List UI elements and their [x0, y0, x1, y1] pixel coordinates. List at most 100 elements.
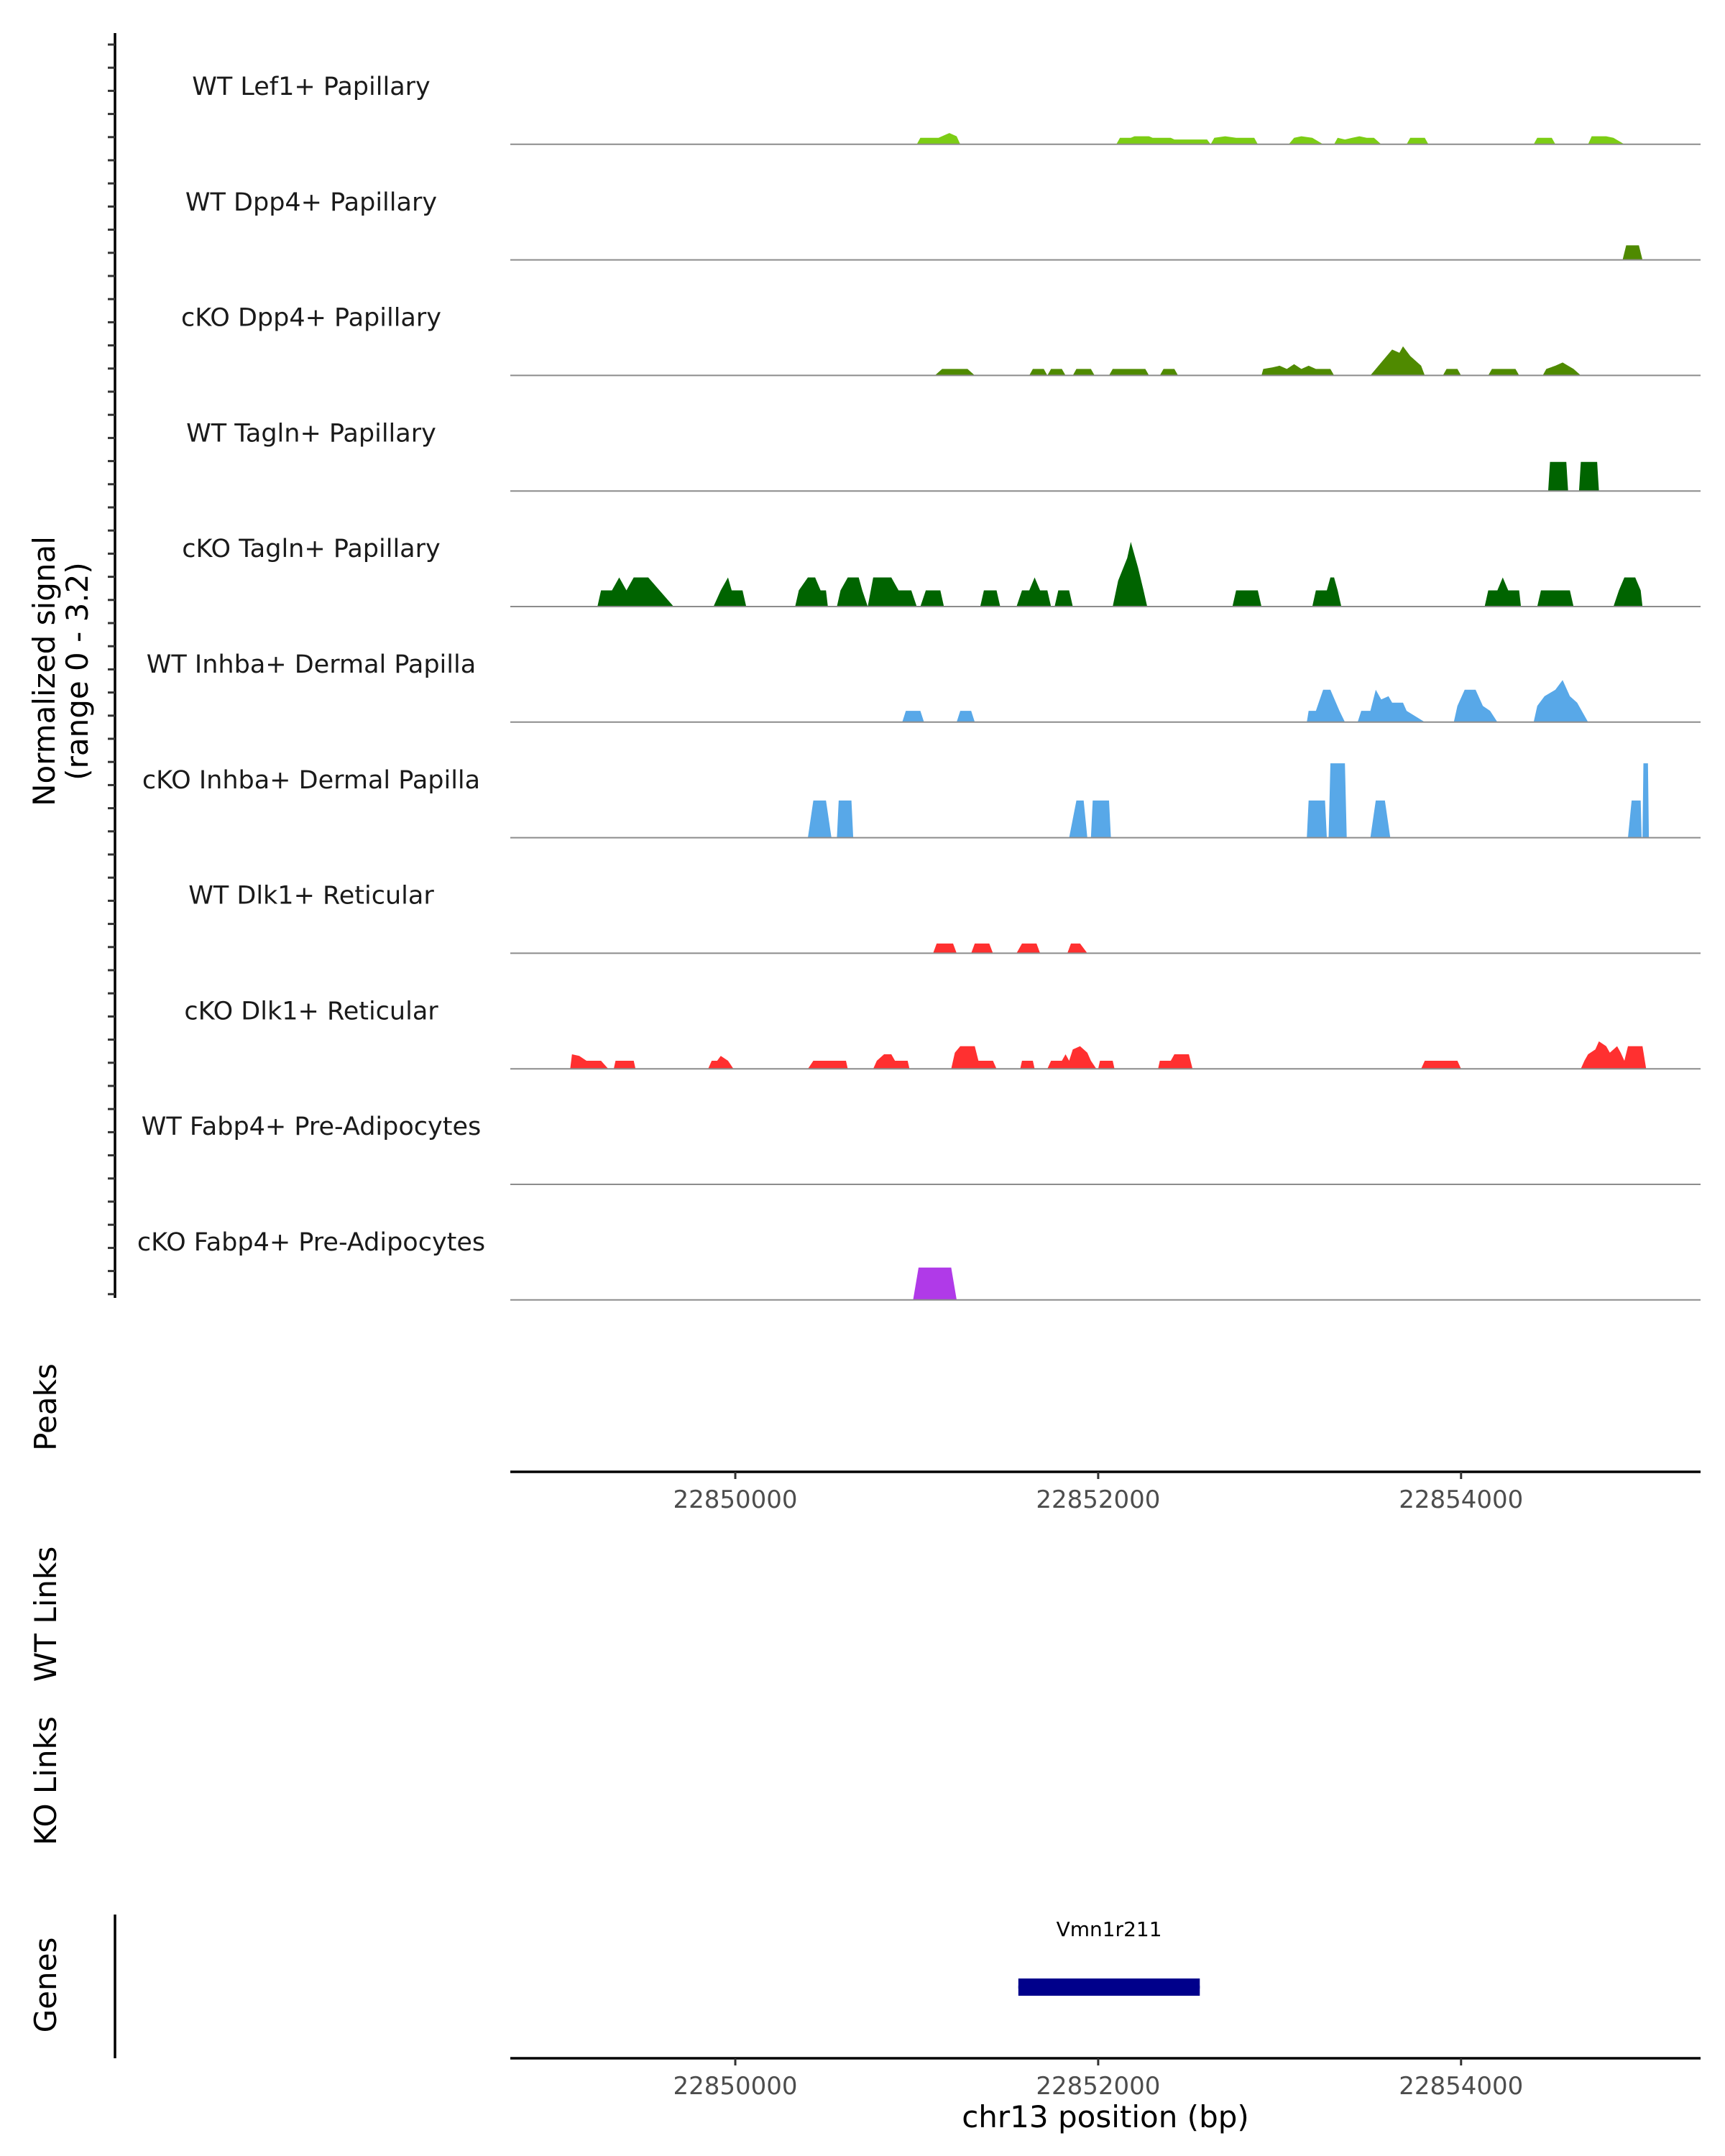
signal-peak [1370, 800, 1391, 838]
signal-peak [1312, 577, 1342, 607]
track-label: WT Tagln+ Papillary [186, 419, 436, 448]
track-label: cKO Inhba+ Dermal Papilla [142, 766, 480, 795]
signal-peak [1159, 369, 1178, 376]
signal-peak [933, 943, 957, 954]
signal-peak [1016, 577, 1052, 607]
signal-peak [837, 800, 854, 838]
signal-peak [1370, 346, 1425, 376]
track-label: cKO Fabp4+ Pre-Adipocytes [137, 1228, 485, 1257]
signal-peak [1020, 1061, 1035, 1069]
signal-peak [837, 577, 868, 607]
signal-peak [1289, 136, 1323, 144]
genes-x-axis-ticks: 22850000 22852000 22854000 [673, 2058, 1523, 2101]
signal-peak [1109, 369, 1149, 376]
track-9: cKO Dlk1+ Reticular [184, 997, 1701, 1070]
signal-peak [1443, 369, 1461, 376]
track-label: WT Inhba+ Dermal Papilla [147, 650, 476, 679]
peaks-x-tick-label: 22850000 [673, 1485, 797, 1514]
signal-peak [1232, 590, 1262, 607]
signal-peak [1407, 137, 1429, 144]
signal-peak [1484, 577, 1522, 607]
signal-peak [1533, 680, 1588, 722]
signal-peak [1542, 362, 1581, 376]
signal-peak [1622, 245, 1643, 260]
signal-peak [1067, 943, 1087, 954]
peaks-x-tick-label: 22852000 [1036, 1485, 1160, 1514]
signal-peak [1357, 689, 1425, 722]
signal-peak [1116, 136, 1211, 144]
signal-peak [1047, 369, 1066, 376]
signal-peak [1307, 800, 1327, 838]
signal-peak [980, 590, 1000, 607]
signal-peak [902, 711, 924, 722]
track-label: WT Dpp4+ Papillary [185, 188, 437, 217]
signal-peak [1054, 590, 1073, 607]
signal-peak [1261, 364, 1335, 376]
signal-peak [1334, 136, 1381, 144]
coverage-tracks: WT Lef1+ Papillary WT Dpp4+ Papillary cKO … [137, 73, 1701, 1301]
signal-peak [1537, 590, 1574, 607]
genes-x-tick-label: 22854000 [1399, 2072, 1523, 2101]
signal-peak [808, 800, 832, 838]
signal-peak [1072, 369, 1095, 376]
signal-peak [808, 1061, 848, 1069]
signal-peak [1029, 369, 1048, 376]
genes-x-tick-label: 22850000 [673, 2072, 797, 2101]
gene-label: Vmn1r211 [1057, 1917, 1162, 1941]
track-8: WT Dlk1+ Reticular [188, 882, 1701, 954]
signal-peak [920, 590, 944, 607]
signal-peak [1581, 1041, 1647, 1069]
ko-links-panel-label: KO Links [28, 1716, 63, 1846]
track-label: cKO Tagln+ Papillary [182, 535, 441, 563]
signal-peak [1307, 689, 1346, 722]
signal-peak [1453, 689, 1498, 722]
signal-peak [1328, 763, 1347, 838]
track-6: WT Inhba+ Dermal Papilla [147, 650, 1701, 723]
signal-peak [916, 133, 960, 144]
signal-peak [1113, 542, 1148, 607]
signal-peak [1098, 1061, 1115, 1069]
signal-peak [971, 943, 993, 954]
track-7: cKO Inhba+ Dermal Papilla [142, 763, 1701, 839]
track-2: WT Dpp4+ Papillary [185, 188, 1701, 261]
signal-peak [1488, 369, 1519, 376]
peaks-panel-label: Peaks [28, 1363, 63, 1451]
track-label: cKO Dpp4+ Papillary [181, 304, 441, 333]
signal-peak [570, 1054, 609, 1069]
track-1: WT Lef1+ Papillary [192, 73, 1701, 145]
signal-peak [1588, 136, 1624, 144]
y-axis-title-line2: (range 0 - 3.2) [60, 562, 95, 780]
track-11: cKO Fabp4+ Pre-Adipocytes [137, 1228, 1701, 1301]
track-10: WT Fabp4+ Pre-Adipocytes [142, 1112, 1701, 1185]
track-5: cKO Tagln+ Papillary [182, 535, 1701, 607]
track-label: WT Lef1+ Papillary [192, 73, 431, 101]
signal-peak [1047, 1046, 1097, 1069]
signal-peak [1210, 136, 1258, 144]
signal-peak [708, 1056, 734, 1069]
signal-peak [1069, 800, 1087, 838]
y-axis-title-line1: Normalized signal [27, 536, 62, 806]
signal-peak [934, 369, 975, 376]
signal-peak [713, 577, 747, 607]
signal-peak [951, 1046, 997, 1069]
signal-peak [1642, 763, 1650, 838]
track-label: cKO Dlk1+ Reticular [184, 997, 438, 1026]
signal-peak [1533, 137, 1555, 144]
signal-peak [873, 1054, 910, 1069]
signal-peak [1628, 800, 1642, 838]
wt-links-panel-label: WT Links [28, 1547, 63, 1682]
signal-peak [597, 577, 674, 607]
signal-peak [1421, 1061, 1461, 1069]
signal-peak [1578, 461, 1599, 492]
genes-panel-label: Genes [28, 1938, 63, 2033]
signal-peak [957, 711, 975, 722]
signal-peak [913, 1267, 957, 1300]
signal-peak [1613, 577, 1643, 607]
signal-peak [868, 577, 917, 607]
track-label: WT Dlk1+ Reticular [188, 882, 434, 911]
signal-peak [1158, 1054, 1193, 1069]
x-axis-title: chr13 position (bp) [962, 2099, 1249, 2134]
genes-x-tick-label: 22852000 [1036, 2072, 1160, 2101]
